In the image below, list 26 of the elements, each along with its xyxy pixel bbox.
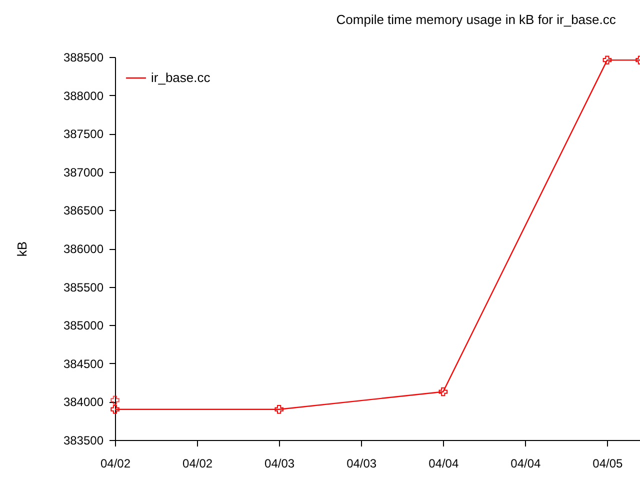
y-tick-label: 386000 [63, 242, 104, 256]
y-tick-label: 385500 [63, 280, 104, 294]
y-tick-label: 383500 [63, 434, 104, 448]
y-tick-label: 387000 [63, 165, 104, 180]
x-tick-label: 04/04 [428, 456, 459, 470]
legend-label: ir_base.cc [151, 70, 211, 85]
y-tick-label: 385000 [63, 318, 104, 333]
y-tick-label: 386500 [63, 204, 104, 218]
x-tick-label: 04/05 [592, 456, 624, 470]
y-tick-label: 384000 [63, 395, 104, 410]
y-axis-title: kB [14, 241, 30, 257]
point [110, 396, 120, 405]
y-tick-label: 387500 [63, 127, 104, 142]
y-tick-label: 384500 [63, 356, 104, 371]
point [274, 404, 284, 414]
x-tick-label: 04/03 [264, 456, 295, 470]
x-tick-label: 04/02 [100, 456, 131, 470]
y-tick-label: 388000 [63, 88, 104, 103]
x-tick-label: 04/02 [182, 456, 213, 470]
y-tick-label: 388500 [63, 50, 104, 64]
x-tick-label: 04/04 [510, 456, 541, 470]
point [110, 404, 120, 414]
point [438, 387, 448, 396]
chart-title: Compile time memory usage in kB for ir_base.cc [336, 12, 616, 27]
point [602, 56, 612, 64]
x-tick-label: 04/03 [346, 456, 377, 470]
